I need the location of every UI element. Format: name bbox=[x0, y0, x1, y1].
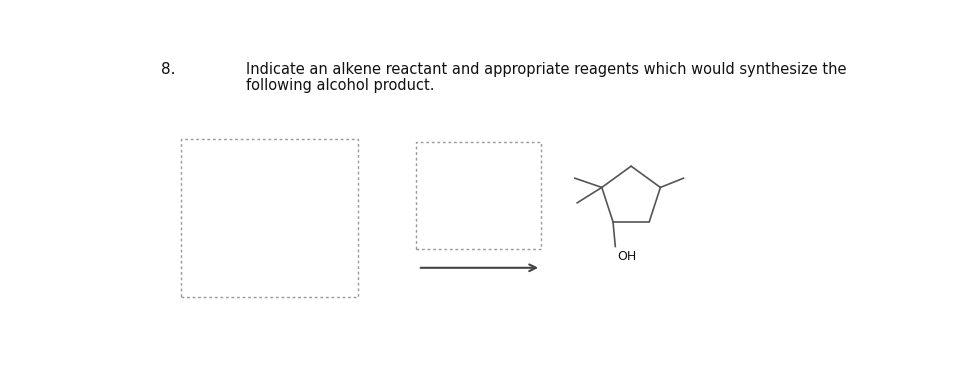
Bar bbox=[415, 142, 541, 249]
Text: 8.: 8. bbox=[161, 62, 175, 77]
Bar bbox=[180, 139, 358, 297]
Text: Indicate an alkene reactant and appropriate reagents which would synthesize the: Indicate an alkene reactant and appropri… bbox=[246, 62, 846, 77]
Text: OH: OH bbox=[618, 250, 637, 263]
Text: following alcohol product.: following alcohol product. bbox=[246, 78, 435, 92]
